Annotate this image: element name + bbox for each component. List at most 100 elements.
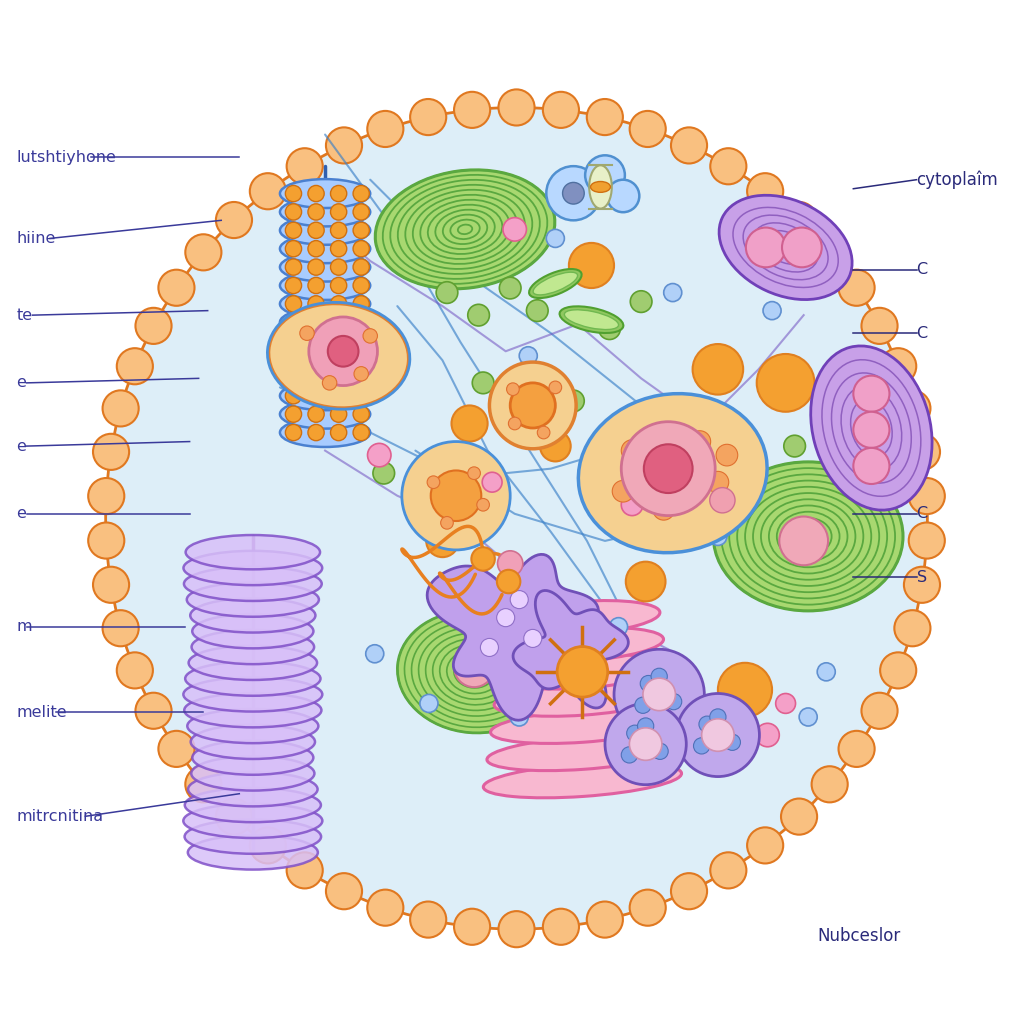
Circle shape	[353, 314, 370, 331]
Circle shape	[523, 630, 542, 647]
Text: mitrcnitina: mitrcnitina	[16, 809, 103, 824]
Circle shape	[286, 259, 302, 275]
Ellipse shape	[191, 757, 314, 791]
Ellipse shape	[404, 616, 544, 727]
Ellipse shape	[183, 677, 323, 712]
Ellipse shape	[185, 535, 321, 569]
Circle shape	[904, 434, 940, 470]
Ellipse shape	[280, 216, 371, 245]
Circle shape	[353, 424, 370, 440]
Circle shape	[779, 516, 828, 565]
Circle shape	[547, 229, 564, 248]
Circle shape	[88, 522, 124, 559]
Circle shape	[607, 179, 639, 212]
Circle shape	[250, 173, 286, 209]
Ellipse shape	[729, 474, 887, 598]
Circle shape	[748, 827, 783, 863]
Circle shape	[286, 351, 302, 368]
Circle shape	[763, 302, 781, 319]
Circle shape	[287, 852, 323, 889]
Circle shape	[286, 204, 302, 220]
Circle shape	[635, 697, 651, 714]
Circle shape	[631, 291, 652, 312]
Circle shape	[508, 417, 521, 430]
Circle shape	[775, 693, 796, 714]
Ellipse shape	[280, 399, 371, 429]
Ellipse shape	[433, 639, 515, 705]
Circle shape	[159, 731, 195, 767]
Circle shape	[549, 381, 562, 393]
Circle shape	[894, 390, 931, 426]
Ellipse shape	[185, 662, 321, 695]
Circle shape	[93, 434, 129, 470]
Circle shape	[286, 370, 302, 385]
Circle shape	[710, 487, 735, 513]
Ellipse shape	[383, 175, 547, 284]
Circle shape	[328, 336, 358, 367]
Circle shape	[881, 652, 916, 688]
Circle shape	[331, 314, 347, 331]
Ellipse shape	[589, 165, 611, 209]
Circle shape	[102, 610, 138, 646]
Circle shape	[216, 799, 252, 835]
Circle shape	[622, 746, 638, 763]
Circle shape	[498, 551, 523, 577]
Ellipse shape	[419, 628, 529, 716]
Circle shape	[308, 296, 325, 312]
Text: e: e	[16, 376, 27, 390]
Circle shape	[135, 692, 172, 729]
Circle shape	[839, 269, 874, 306]
Circle shape	[861, 308, 898, 344]
Circle shape	[630, 111, 666, 147]
Circle shape	[622, 439, 643, 462]
Circle shape	[185, 234, 221, 270]
Circle shape	[354, 367, 369, 381]
Circle shape	[331, 185, 347, 202]
Circle shape	[286, 333, 302, 349]
Ellipse shape	[280, 344, 371, 374]
Circle shape	[331, 241, 347, 257]
Circle shape	[159, 269, 195, 306]
Ellipse shape	[579, 393, 767, 553]
Ellipse shape	[390, 180, 540, 279]
Circle shape	[622, 494, 643, 516]
Circle shape	[471, 547, 495, 570]
Ellipse shape	[375, 170, 555, 289]
Ellipse shape	[721, 468, 895, 604]
Ellipse shape	[191, 630, 314, 665]
Circle shape	[716, 444, 737, 466]
Circle shape	[689, 431, 711, 453]
Circle shape	[510, 383, 555, 428]
Circle shape	[362, 329, 378, 343]
Circle shape	[353, 351, 370, 368]
Circle shape	[547, 166, 600, 220]
Circle shape	[331, 351, 347, 368]
Circle shape	[454, 908, 490, 945]
Circle shape	[308, 278, 325, 294]
Ellipse shape	[534, 272, 578, 295]
Ellipse shape	[280, 179, 371, 208]
Circle shape	[861, 692, 898, 729]
Ellipse shape	[559, 306, 624, 333]
Circle shape	[366, 645, 384, 663]
Circle shape	[93, 566, 129, 603]
Circle shape	[477, 499, 489, 511]
Circle shape	[308, 370, 325, 385]
Circle shape	[489, 362, 577, 449]
Circle shape	[353, 278, 370, 294]
Ellipse shape	[811, 346, 932, 510]
Circle shape	[286, 388, 302, 403]
Ellipse shape	[426, 633, 522, 711]
Circle shape	[331, 388, 347, 403]
Circle shape	[724, 734, 740, 751]
Circle shape	[368, 111, 403, 147]
Circle shape	[725, 435, 746, 457]
Circle shape	[585, 156, 625, 195]
Circle shape	[250, 827, 286, 863]
Circle shape	[326, 127, 362, 164]
Ellipse shape	[495, 682, 671, 716]
Circle shape	[640, 676, 656, 691]
Circle shape	[904, 566, 940, 603]
Circle shape	[710, 709, 726, 725]
Circle shape	[286, 314, 302, 331]
